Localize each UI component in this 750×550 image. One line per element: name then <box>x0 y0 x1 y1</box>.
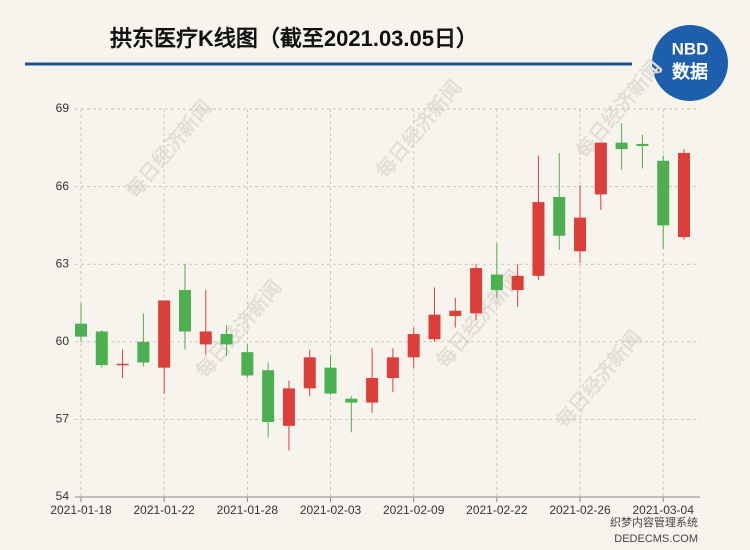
candle-body <box>262 370 275 422</box>
candle-body <box>137 341 150 363</box>
candle-body <box>116 363 129 366</box>
candle-body <box>241 352 254 376</box>
candle-body <box>220 334 233 345</box>
candle-body <box>407 334 420 358</box>
candle-body <box>282 388 295 426</box>
candle-body <box>303 357 316 389</box>
x-tick-label: 2021-01-28 <box>217 503 279 517</box>
candle-body <box>158 300 171 368</box>
candle-body <box>470 268 483 314</box>
candle-body <box>657 160 670 226</box>
x-tick-label: 2021-01-18 <box>50 503 112 517</box>
candle-body <box>490 274 503 291</box>
y-tick-label: 60 <box>56 334 70 348</box>
x-tick-label: 2021-02-03 <box>300 503 362 517</box>
candle-body <box>324 367 337 394</box>
candle-body <box>449 310 462 316</box>
candle-body <box>678 152 690 238</box>
candle-body <box>95 331 108 366</box>
candle-body <box>428 314 441 340</box>
x-tick-label: 2021-02-22 <box>466 503 528 517</box>
x-tick-label: 2021-02-09 <box>383 503 445 517</box>
x-tick-label: 2021-01-22 <box>133 503 195 517</box>
footer-watermark: 织梦内容管理系统 <box>610 515 698 529</box>
candle-body <box>636 143 649 146</box>
candle-body <box>75 323 87 337</box>
candle-body <box>615 142 628 150</box>
candle-body <box>574 217 587 252</box>
chart-title: 拱东医疗K线图（截至2021.03.05日） <box>110 26 478 51</box>
logo-top: NBD <box>672 39 709 58</box>
candle-body <box>511 275 524 291</box>
candle-body <box>345 398 358 403</box>
candle-body <box>178 290 191 332</box>
footer-watermark: DEDECMS.COM <box>614 533 698 545</box>
y-tick-label: 69 <box>56 101 70 115</box>
logo <box>652 25 728 101</box>
logo-bottom: 数据 <box>672 61 708 82</box>
candle-body <box>594 142 607 195</box>
candle-body <box>532 202 545 276</box>
candle-body <box>366 378 379 403</box>
y-tick-label: 66 <box>56 179 70 193</box>
x-tick-label: 2021-03-04 <box>633 503 695 517</box>
candle-body <box>199 331 212 345</box>
y-tick-label: 54 <box>56 489 70 503</box>
candle-body <box>386 357 399 379</box>
y-tick-label: 63 <box>56 256 70 270</box>
x-tick-label: 2021-02-26 <box>549 503 611 517</box>
candle-body <box>553 196 566 236</box>
y-tick-label: 57 <box>56 412 70 426</box>
